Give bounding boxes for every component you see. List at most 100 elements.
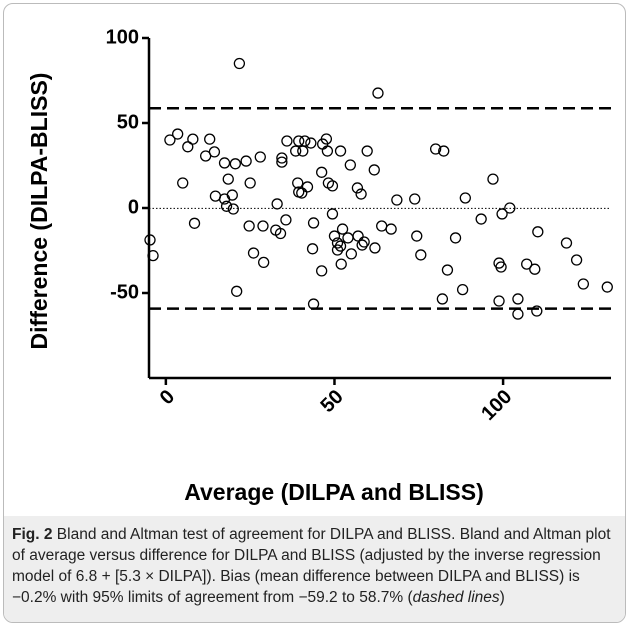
- caption-text: Bland and Altman test of agreement for D…: [12, 526, 611, 606]
- point: [368, 164, 380, 176]
- point: [577, 278, 589, 290]
- point: [493, 295, 505, 307]
- y-tick-label: 100: [106, 26, 139, 48]
- y-tick-label: 50: [117, 111, 139, 133]
- point: [316, 166, 328, 178]
- point: [369, 242, 381, 254]
- caption: Fig. 2 Bland and Altman test of agreemen…: [4, 516, 625, 622]
- point: [280, 214, 292, 226]
- point: [218, 157, 231, 169]
- point: [409, 193, 421, 205]
- point: [281, 135, 293, 147]
- point: [227, 203, 239, 215]
- point: [459, 192, 471, 204]
- point: [306, 243, 319, 255]
- point: [512, 293, 524, 305]
- caption-end: ): [499, 589, 505, 606]
- point: [301, 181, 314, 193]
- point: [299, 135, 311, 147]
- point: [296, 187, 308, 199]
- point: [411, 230, 423, 242]
- point: [297, 145, 309, 157]
- point: [570, 254, 583, 266]
- point: [220, 200, 233, 212]
- point: [456, 283, 469, 296]
- point: [560, 237, 573, 249]
- point: [495, 261, 507, 273]
- point: [351, 182, 364, 194]
- point: [376, 220, 388, 232]
- point: [276, 156, 288, 168]
- point: [233, 57, 246, 70]
- point: [391, 194, 403, 206]
- point: [229, 158, 241, 170]
- point: [342, 232, 354, 244]
- point: [293, 135, 305, 147]
- point: [226, 189, 238, 201]
- x-axis-title: Average (DILPA and BLISS): [184, 479, 483, 505]
- point: [274, 227, 287, 240]
- point: [290, 145, 302, 157]
- x-tick-label: 0: [156, 386, 179, 409]
- point: [307, 298, 320, 310]
- point: [271, 198, 283, 210]
- point: [144, 234, 156, 246]
- point: [475, 213, 487, 225]
- point: [321, 145, 334, 157]
- point: [276, 152, 288, 164]
- point: [182, 141, 194, 153]
- point: [512, 308, 524, 320]
- point: [385, 223, 397, 235]
- point: [438, 145, 450, 157]
- point: [372, 87, 384, 99]
- point: [172, 128, 184, 140]
- point: [504, 202, 516, 214]
- point: [531, 305, 543, 317]
- point: [496, 208, 508, 220]
- y-tick-label: -50: [110, 281, 139, 303]
- point: [529, 263, 541, 275]
- point: [436, 293, 449, 305]
- point: [335, 258, 347, 270]
- y-axis-title: Difference (DILPA-BLISS): [26, 73, 52, 350]
- point: [429, 143, 442, 155]
- point: [326, 180, 339, 192]
- point: [208, 146, 221, 158]
- figure: Difference (DILPA-BLISS) Average (DILPA …: [3, 3, 626, 623]
- point: [355, 188, 367, 200]
- point: [328, 230, 341, 242]
- point: [415, 249, 427, 261]
- point: [441, 264, 454, 276]
- point: [164, 134, 176, 146]
- point: [254, 151, 266, 163]
- point: [240, 155, 252, 167]
- point: [320, 133, 333, 145]
- point: [188, 217, 201, 229]
- point: [352, 230, 364, 242]
- point: [344, 159, 356, 171]
- point: [356, 239, 368, 251]
- point: [147, 249, 159, 262]
- x-tick-label: 50: [316, 386, 347, 417]
- point: [532, 226, 544, 238]
- caption-label: Fig. 2: [12, 526, 53, 543]
- point: [358, 236, 370, 248]
- point: [243, 220, 255, 232]
- point: [361, 145, 373, 157]
- point: [487, 173, 499, 185]
- point: [244, 177, 256, 189]
- point: [601, 281, 613, 293]
- point: [326, 208, 339, 220]
- point: [204, 133, 216, 145]
- x-tick-label: 100: [477, 386, 516, 425]
- point: [336, 223, 349, 235]
- point: [257, 220, 269, 232]
- point: [305, 137, 317, 149]
- chart: Difference (DILPA-BLISS) Average (DILPA …: [26, 26, 613, 505]
- point: [247, 247, 260, 259]
- point: [258, 256, 270, 269]
- point: [334, 145, 347, 157]
- point: [187, 133, 199, 145]
- y-tick-label: 0: [128, 196, 139, 218]
- point: [345, 248, 357, 260]
